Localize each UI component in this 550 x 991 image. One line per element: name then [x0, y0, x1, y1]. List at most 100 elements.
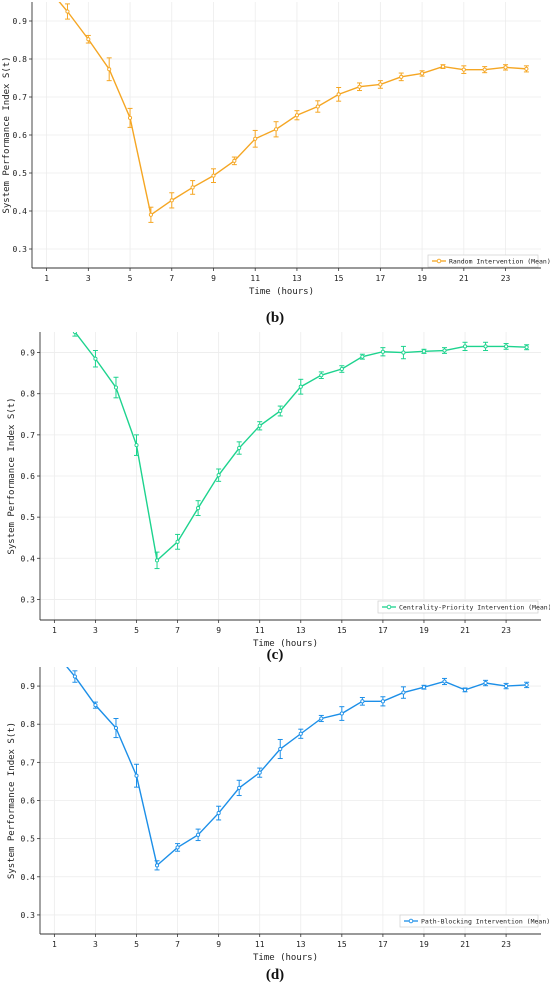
y-tick-label: 0.7 [13, 93, 28, 102]
data-point [442, 348, 447, 353]
x-tick-label: 19 [419, 940, 429, 949]
x-tick-label: 21 [459, 274, 469, 283]
x-tick-label: 9 [216, 626, 221, 635]
y-tick-label: 0.9 [21, 349, 36, 358]
data-point [196, 506, 201, 511]
x-tick-label: 5 [128, 274, 133, 283]
chart-path-blocking-intervention: 1 3 5 7 9 11 13 15 17 19 21 230.30.40.50.60.70.80.9… [7, 667, 550, 963]
series-line [58, 2, 527, 216]
data-point [482, 67, 487, 72]
caption-c: (c) [266, 647, 284, 663]
data-point [216, 811, 221, 816]
data-point [72, 332, 77, 335]
x-tick-label: 15 [337, 626, 347, 635]
y-tick-label: 0.5 [13, 169, 28, 178]
y-axis-title: System Performance Index S(t) [7, 397, 17, 554]
data-point [421, 349, 427, 354]
y-tick-label: 0.7 [21, 758, 36, 767]
data-point [339, 366, 344, 372]
data-point [93, 703, 98, 708]
data-point [257, 423, 262, 428]
x-tick-label: 23 [501, 626, 511, 635]
x-tick-label: 19 [419, 626, 429, 635]
legend-label: Random Intervention (Mean) [449, 258, 550, 266]
data-point [298, 731, 303, 736]
caption-d: (d) [265, 967, 285, 983]
data-point [483, 344, 488, 349]
x-tick-label: 15 [334, 274, 344, 283]
data-point [134, 443, 139, 448]
x-tick-label: 17 [376, 274, 386, 283]
series-group [72, 332, 530, 570]
legend: Centrality-Priority Intervention (Mean) [377, 600, 550, 614]
x-tick-label: 9 [211, 274, 216, 283]
legend-label: Path-Blocking Intervention (Mean) [421, 918, 550, 926]
legend-box [399, 914, 539, 928]
y-tick-label: 0.4 [13, 207, 28, 216]
data-point [401, 350, 406, 355]
data-point [298, 384, 303, 389]
x-tick-label: 9 [216, 940, 221, 949]
series-line [73, 332, 527, 562]
data-point [86, 37, 91, 42]
data-point [357, 84, 362, 89]
series-group [58, 2, 529, 223]
data-point [504, 684, 509, 689]
legend-swatch-marker [386, 604, 392, 610]
series-group [66, 667, 530, 871]
y-tick-label: 0.3 [21, 595, 36, 604]
legend-box [377, 600, 539, 614]
data-point [278, 408, 283, 414]
data-point [378, 82, 383, 87]
x-tick-label: 7 [175, 626, 180, 635]
data-point [524, 345, 529, 350]
y-tick-label: 0.8 [21, 390, 36, 399]
x-axis-title: Time (hours) [253, 639, 318, 649]
x-tick-label: 19 [417, 274, 427, 283]
legend-swatch-marker [436, 258, 442, 264]
data-point [462, 687, 468, 692]
data-point [148, 212, 153, 217]
x-tick-label: 3 [86, 274, 91, 283]
data-point [154, 863, 160, 868]
data-point [190, 185, 195, 190]
data-point [504, 344, 509, 349]
data-point [127, 115, 133, 120]
data-point [237, 785, 242, 790]
legend: Path-Blocking Intervention (Mean) [399, 914, 550, 928]
error-bar [72, 332, 78, 337]
data-point [72, 674, 77, 679]
x-tick-label: 13 [296, 626, 306, 635]
y-tick-label: 0.7 [21, 431, 36, 440]
data-point [232, 158, 237, 163]
x-tick-label: 23 [501, 274, 511, 283]
x-tick-label: 11 [255, 626, 265, 635]
y-tick-label: 0.6 [21, 472, 36, 481]
y-axis-title: System Performance Index S(t) [7, 722, 17, 879]
data-point [399, 74, 404, 79]
data-point [154, 558, 160, 563]
data-point [319, 373, 324, 378]
x-tick-label: 21 [460, 940, 470, 949]
data-point [113, 725, 119, 731]
data-point [360, 354, 365, 359]
data-point [113, 385, 119, 390]
chart-centrality-priority-intervention: 1 3 5 7 9 11 13 15 17 19 21 230.30.40.50.60.70.80.9… [7, 332, 550, 649]
x-tick-label: 17 [378, 626, 388, 635]
x-tick-label: 23 [501, 940, 511, 949]
data-point [93, 356, 98, 361]
y-tick-label: 0.8 [13, 55, 28, 64]
x-tick-label: 7 [169, 274, 174, 283]
data-point [360, 699, 365, 704]
data-point [462, 344, 468, 349]
y-tick-label: 0.6 [13, 131, 28, 140]
x-tick-label: 17 [378, 940, 388, 949]
data-point [421, 685, 427, 690]
y-tick-label: 0.4 [21, 554, 36, 563]
legend-box [427, 254, 539, 268]
y-tick-label: 0.3 [13, 245, 28, 254]
data-point [211, 173, 216, 178]
data-point [278, 746, 283, 752]
y-tick-label: 0.9 [13, 17, 28, 26]
x-tick-label: 1 [52, 626, 57, 635]
